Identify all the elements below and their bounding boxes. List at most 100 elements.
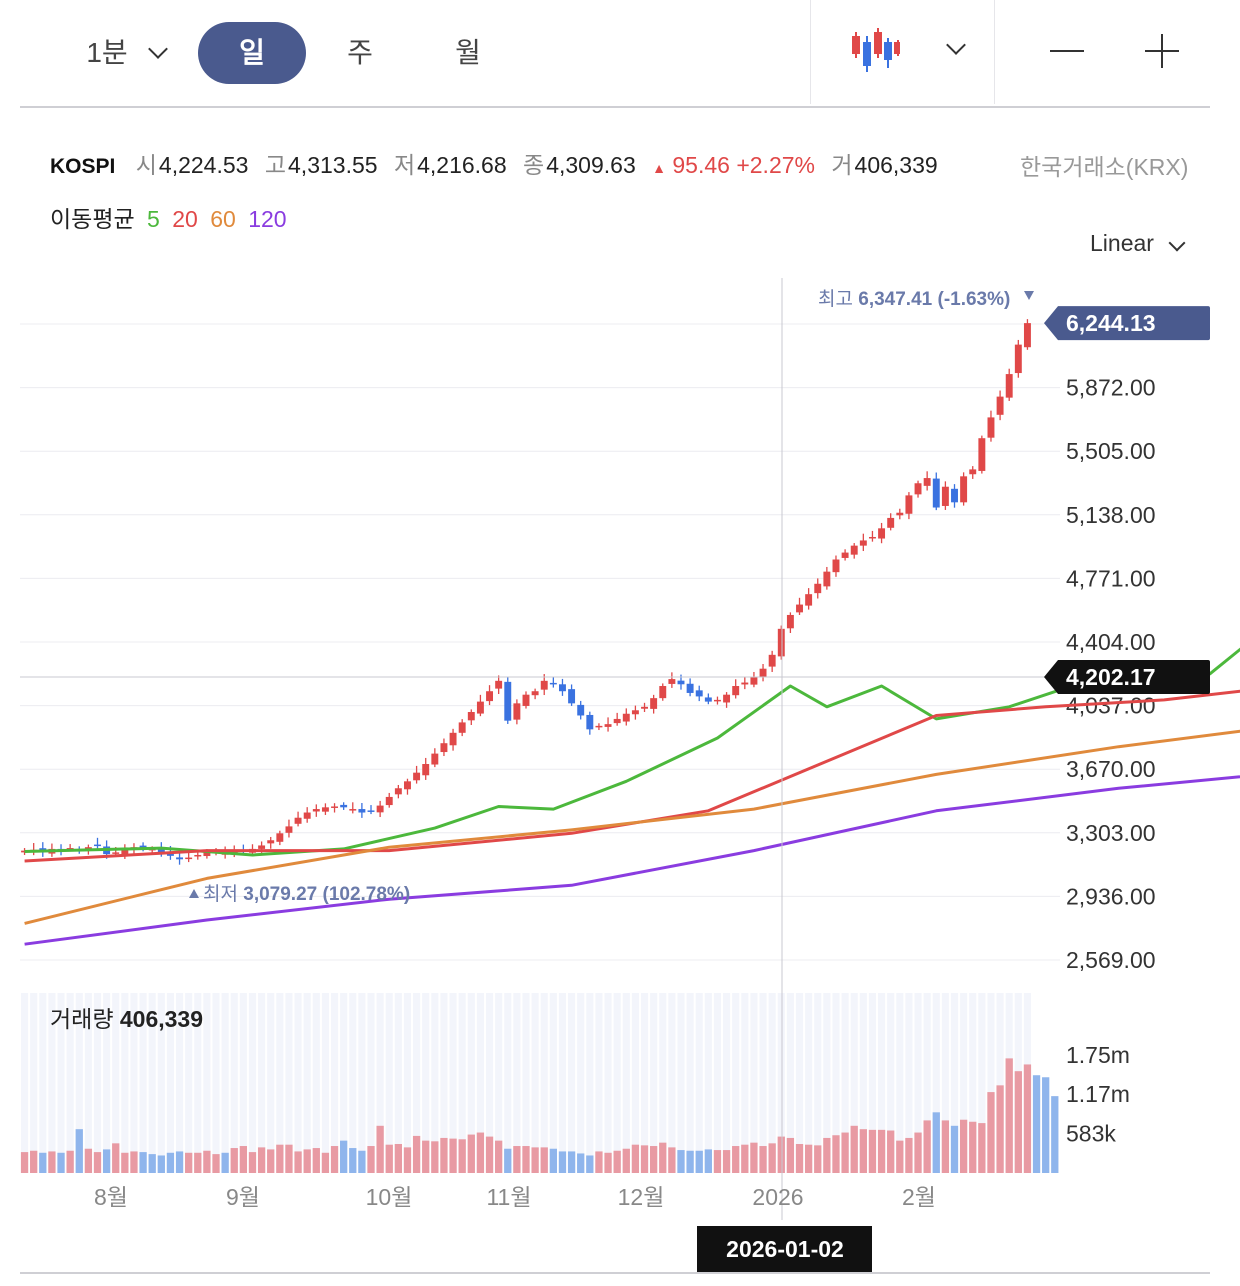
volume-bar [130, 1151, 138, 1173]
volume-bar [950, 1125, 959, 1173]
volume-band [814, 993, 822, 1173]
y-tick-label: 4,404.00 [1066, 629, 1156, 655]
volume-band [340, 993, 348, 1173]
volume-band [303, 993, 311, 1173]
timeframe-1min[interactable]: 1분 [86, 37, 128, 68]
candle-body [896, 512, 904, 516]
volume-band [66, 993, 74, 1173]
close-label: 종 [523, 152, 545, 178]
crosshair-date-tag [697, 1226, 872, 1272]
candle-body [923, 478, 931, 486]
volume-bar [285, 1144, 293, 1173]
volume-bar [613, 1150, 621, 1173]
candle-body [987, 417, 995, 438]
high-marker-label: 최고 [818, 288, 858, 310]
high-marker: 최고 6,347.41 (-1.63%) [818, 288, 1010, 310]
volume-bar [20, 1152, 29, 1173]
plus-icon-vertical[interactable] [1161, 34, 1163, 68]
volume-bar [841, 1132, 849, 1173]
volume-bar [732, 1146, 740, 1173]
candle-body [431, 753, 439, 765]
volume-tick-label: 583k [1066, 1121, 1116, 1147]
candle-body [1014, 344, 1022, 374]
volume-bar [896, 1140, 904, 1173]
low-value: 4,216.68 [417, 152, 507, 178]
candle-body [394, 788, 402, 795]
candle-body [878, 528, 886, 539]
candle-body [941, 486, 949, 506]
volume-bar [139, 1152, 147, 1173]
candle-body [176, 857, 184, 860]
low-marker-value: 3,079.27 (102.78%) [243, 884, 410, 905]
volume-bar [741, 1144, 749, 1173]
candle-body [650, 698, 658, 709]
volume-band [148, 993, 156, 1173]
volume-band [522, 993, 530, 1173]
volume-band [376, 993, 384, 1173]
x-tick-label: 2026 [752, 1184, 803, 1210]
volume-bar [449, 1138, 457, 1173]
exchange-name: 한국거래소(KRX) [1020, 154, 1189, 180]
volume-band [130, 993, 138, 1173]
candle-body [796, 604, 803, 613]
candle-body [276, 833, 284, 842]
candle-body [577, 704, 585, 716]
volume-band [121, 993, 129, 1173]
volume-bar [1005, 1058, 1013, 1173]
volume-band [230, 993, 238, 1173]
volume-band [485, 993, 494, 1173]
y-tick-label: 2,569.00 [1066, 947, 1156, 973]
timeframe-week[interactable]: 주 [347, 37, 373, 68]
volume-bar [385, 1144, 393, 1173]
candle-body [303, 812, 311, 819]
scale-mode-select[interactable]: Linear [1090, 230, 1154, 256]
candlestick-icon[interactable] [850, 28, 900, 74]
volume-bar [877, 1129, 886, 1173]
volume-band [157, 993, 165, 1173]
volume-bar [440, 1137, 448, 1173]
candle-body [841, 552, 849, 558]
minus-icon[interactable] [1050, 50, 1084, 52]
volume-band [513, 993, 521, 1173]
moving-average-legend[interactable]: 이동평균 5 20 60 120 [50, 200, 293, 234]
volume-band [631, 993, 639, 1173]
volume-bar [750, 1142, 758, 1173]
volume-band [650, 993, 658, 1173]
low-label: 저 [393, 152, 416, 178]
volume-bar [540, 1147, 548, 1173]
candle-body [622, 713, 630, 722]
timeframe-month[interactable]: 월 [455, 37, 481, 68]
change-percent: +2.27% [736, 152, 815, 178]
divider [20, 1272, 1210, 1274]
volume-bar [804, 1144, 813, 1173]
candle-body [358, 809, 366, 813]
candle-body [786, 614, 794, 629]
moving-average-60 [24, 729, 1240, 925]
crosshair-price-label: 4,202.17 [1066, 664, 1156, 690]
volume-bar [677, 1150, 685, 1173]
candle-body [604, 724, 612, 727]
volume-band [21, 993, 29, 1173]
volume-bar [1051, 1096, 1059, 1173]
volume-band [859, 993, 867, 1173]
volume-bar [759, 1146, 767, 1173]
volume-bar [30, 1150, 38, 1173]
volume-band [248, 993, 257, 1173]
volume-band [960, 993, 968, 1173]
volume-bar [66, 1150, 74, 1173]
volume-bar [531, 1147, 539, 1173]
volume-bar [622, 1148, 630, 1173]
candle-body [914, 483, 922, 495]
timeframe-day[interactable]: 일 [198, 22, 306, 84]
volume-band [422, 993, 430, 1173]
volume-band [239, 993, 247, 1173]
volume-bar [340, 1140, 348, 1173]
volume-bar [777, 1136, 785, 1173]
volume-band [969, 993, 977, 1173]
volume-bar [1014, 1071, 1022, 1173]
volume-bar [422, 1140, 430, 1173]
up-triangle-icon [189, 889, 199, 898]
candle-body [139, 845, 147, 849]
volume-band [458, 993, 466, 1173]
